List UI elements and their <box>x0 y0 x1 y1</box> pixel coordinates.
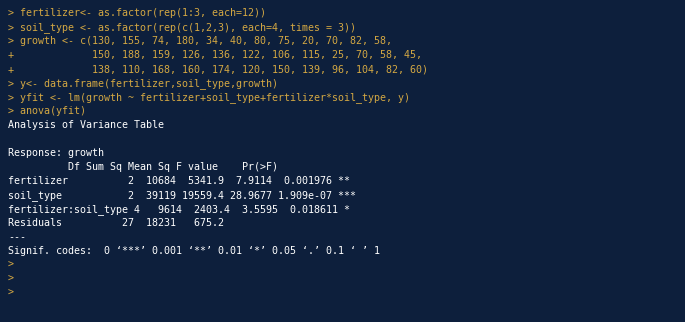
Text: > soil_type <- as.factor(rep(c(1,2,3), each=4, times = 3)): > soil_type <- as.factor(rep(c(1,2,3), e… <box>8 22 356 33</box>
Text: fertilizer:soil_type 4   9614  2403.4  3.5595  0.018611 *: fertilizer:soil_type 4 9614 2403.4 3.559… <box>8 204 350 215</box>
Text: Df Sum Sq Mean Sq F value    Pr(>F): Df Sum Sq Mean Sq F value Pr(>F) <box>8 162 296 172</box>
Text: >: > <box>8 260 14 270</box>
Text: >: > <box>8 288 14 298</box>
Text: +             150, 188, 159, 126, 136, 122, 106, 115, 25, 70, 58, 45,: + 150, 188, 159, 126, 136, 122, 106, 115… <box>8 50 422 60</box>
Text: > yfit <- lm(growth ~ fertilizer+soil_type+fertilizer*soil_type, y): > yfit <- lm(growth ~ fertilizer+soil_ty… <box>8 92 410 103</box>
Text: Residuals          27  18231   675.2: Residuals 27 18231 675.2 <box>8 218 224 228</box>
Text: Signif. codes:  0 ‘***’ 0.001 ‘**’ 0.01 ‘*’ 0.05 ‘.’ 0.1 ‘ ’ 1: Signif. codes: 0 ‘***’ 0.001 ‘**’ 0.01 ‘… <box>8 246 380 256</box>
Text: > anova(yfit): > anova(yfit) <box>8 106 86 116</box>
Text: fertilizer          2  10684  5341.9  7.9114  0.001976 **: fertilizer 2 10684 5341.9 7.9114 0.00197… <box>8 176 350 186</box>
Text: > fertilizer<- as.factor(rep(1:3, each=12)): > fertilizer<- as.factor(rep(1:3, each=1… <box>8 8 266 18</box>
Text: +             138, 110, 168, 160, 174, 120, 150, 139, 96, 104, 82, 60): + 138, 110, 168, 160, 174, 120, 150, 139… <box>8 64 428 74</box>
Text: ---: --- <box>8 232 26 242</box>
Text: > y<- data.frame(fertilizer,soil_type,growth): > y<- data.frame(fertilizer,soil_type,gr… <box>8 78 278 89</box>
Text: Response: growth: Response: growth <box>8 148 104 158</box>
Text: >: > <box>8 274 14 284</box>
Text: soil_type           2  39119 19559.4 28.9677 1.909e-07 ***: soil_type 2 39119 19559.4 28.9677 1.909e… <box>8 190 356 201</box>
Text: Analysis of Variance Table: Analysis of Variance Table <box>8 120 164 130</box>
Text: > growth <- c(130, 155, 74, 180, 34, 40, 80, 75, 20, 70, 82, 58,: > growth <- c(130, 155, 74, 180, 34, 40,… <box>8 36 392 46</box>
